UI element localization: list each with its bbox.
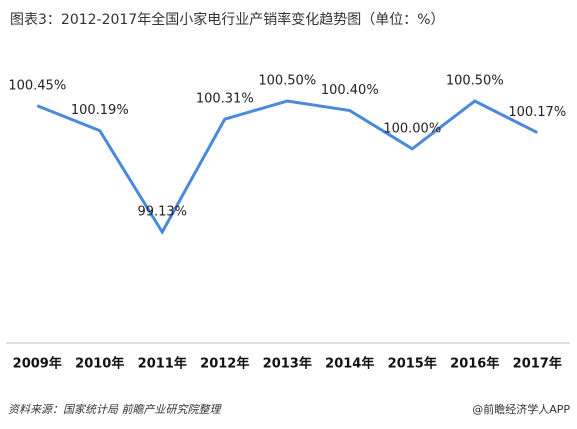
data-line: [36, 99, 538, 235]
x-tick-label: 2010年: [75, 356, 124, 372]
value-label: 100.50%: [258, 74, 316, 89]
value-label: 100.45%: [8, 78, 66, 93]
x-tick-label: 2017年: [513, 356, 562, 372]
value-label: 100.40%: [321, 83, 379, 98]
value-label: 100.31%: [196, 92, 254, 107]
x-tick-label: 2009年: [13, 356, 62, 372]
x-tick-label: 2013年: [263, 356, 312, 372]
x-tick-label: 2016年: [450, 356, 499, 372]
x-tick-label: 2014年: [325, 356, 374, 372]
credit: @前瞻经济学人APP: [472, 402, 570, 416]
value-label: 100.00%: [383, 121, 441, 136]
value-label: 100.50%: [446, 74, 504, 89]
value-label: 99.13%: [137, 205, 187, 220]
value-label: 100.17%: [508, 105, 566, 120]
x-tick-label: 2015年: [388, 356, 437, 372]
chart-title: 图表3：2012-2017年全国小家电行业产销率变化趋势图（单位：%）: [10, 11, 445, 28]
x-tick-label: 2012年: [200, 356, 249, 372]
value-label: 100.19%: [71, 103, 129, 118]
source-note: 资料来源：国家统计局 前瞻产业研究院整理: [8, 403, 222, 416]
x-tick-label: 2011年: [138, 356, 187, 372]
